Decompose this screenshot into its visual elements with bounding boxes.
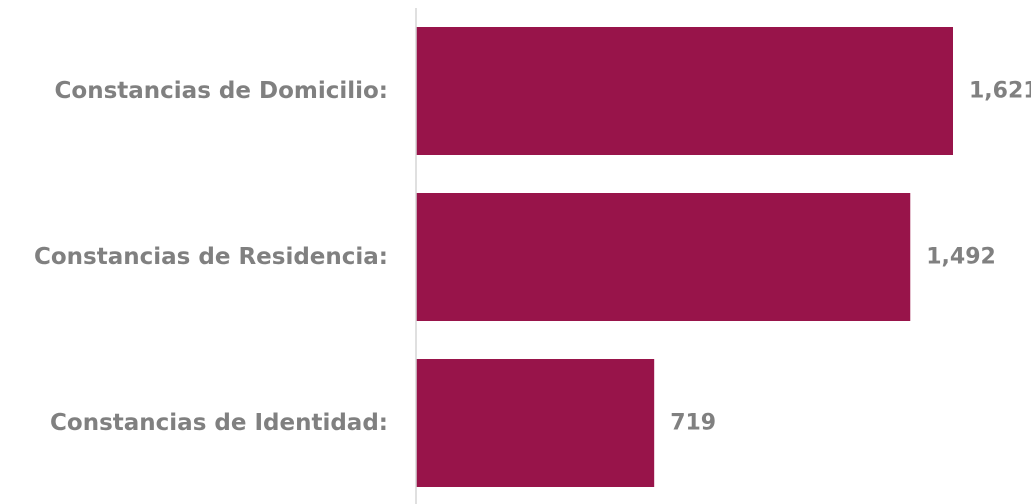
value-label-0: 1,621 — [969, 79, 1031, 104]
category-label-2: Constancias de Identidad: — [50, 410, 388, 436]
category-label-0: Constancias de Domicilio: — [55, 78, 388, 104]
bar-2 — [416, 359, 654, 487]
category-label-1: Constancias de Residencia: — [34, 244, 388, 270]
bar-0 — [416, 27, 953, 155]
category-labels-group: Constancias de Domicilio: Constancias de … — [34, 78, 388, 436]
bar-1 — [416, 193, 910, 321]
value-label-2: 719 — [670, 411, 716, 436]
value-label-1: 1,492 — [926, 245, 996, 270]
